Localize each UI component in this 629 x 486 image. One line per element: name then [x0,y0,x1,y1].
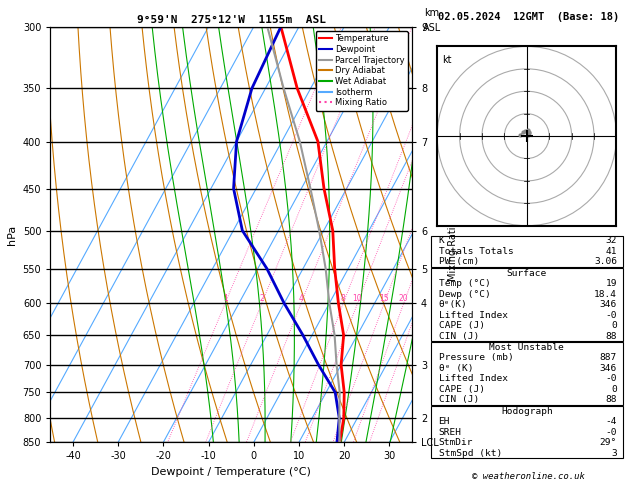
Text: 32: 32 [606,237,617,245]
Text: Totals Totals: Totals Totals [438,247,513,256]
Text: Mixing Ratio (g/kg): Mixing Ratio (g/kg) [448,189,458,280]
Text: -0: -0 [606,311,617,320]
Text: Surface: Surface [507,269,547,278]
Text: 8: 8 [341,295,346,303]
Text: ASL: ASL [423,23,441,33]
Text: StmSpd (kt): StmSpd (kt) [438,449,502,457]
Text: Lifted Index: Lifted Index [438,311,508,320]
Text: SREH: SREH [438,428,462,436]
Text: kt: kt [443,55,452,66]
Text: 2: 2 [259,295,264,303]
Text: 88: 88 [606,395,617,404]
Text: EH: EH [438,417,450,426]
Title: 9°59'N  275°12'W  1155m  ASL: 9°59'N 275°12'W 1155m ASL [136,15,326,25]
Text: 3.06: 3.06 [594,258,617,266]
Text: θᵉ(K): θᵉ(K) [438,300,467,309]
Text: 18.4: 18.4 [594,290,617,299]
Text: CIN (J): CIN (J) [438,331,479,341]
Text: 346: 346 [599,364,617,373]
X-axis label: Dewpoint / Temperature (°C): Dewpoint / Temperature (°C) [151,467,311,477]
Text: PW (cm): PW (cm) [438,258,479,266]
Text: -0: -0 [606,374,617,383]
Text: Hodograph: Hodograph [501,407,553,416]
Text: θᵉ (K): θᵉ (K) [438,364,473,373]
Text: -4: -4 [606,417,617,426]
Bar [431,342,623,405]
Text: Most Unstable: Most Unstable [489,343,564,352]
Text: 0: 0 [611,321,617,330]
Y-axis label: hPa: hPa [7,225,17,244]
Text: 20: 20 [399,295,408,303]
Text: 10: 10 [353,295,362,303]
Text: K: K [438,237,444,245]
Text: -0: -0 [606,428,617,436]
Text: Lifted Index: Lifted Index [438,374,508,383]
Text: Pressure (mb): Pressure (mb) [438,353,513,363]
Bar [431,236,623,267]
Bar [431,268,623,341]
Text: StmDir: StmDir [438,438,473,447]
Text: 3: 3 [611,449,617,457]
Text: Temp (°C): Temp (°C) [438,279,490,288]
Text: CAPE (J): CAPE (J) [438,321,484,330]
Legend: Temperature, Dewpoint, Parcel Trajectory, Dry Adiabat, Wet Adiabat, Isotherm, Mi: Temperature, Dewpoint, Parcel Trajectory… [316,31,408,110]
Text: 4: 4 [299,295,303,303]
Text: 29°: 29° [599,438,617,447]
Text: CAPE (J): CAPE (J) [438,385,484,394]
Text: CIN (J): CIN (J) [438,395,479,404]
Bar [431,406,623,458]
Text: km: km [425,8,440,18]
Text: 41: 41 [606,247,617,256]
Text: 1: 1 [223,295,228,303]
Text: Dewp (°C): Dewp (°C) [438,290,490,299]
Text: 19: 19 [606,279,617,288]
Text: 88: 88 [606,331,617,341]
Text: 0: 0 [611,385,617,394]
Text: 346: 346 [599,300,617,309]
Text: 887: 887 [599,353,617,363]
Text: © weatheronline.co.uk: © weatheronline.co.uk [472,472,585,481]
Text: 15: 15 [379,295,389,303]
Text: 02.05.2024  12GMT  (Base: 18): 02.05.2024 12GMT (Base: 18) [438,12,619,22]
